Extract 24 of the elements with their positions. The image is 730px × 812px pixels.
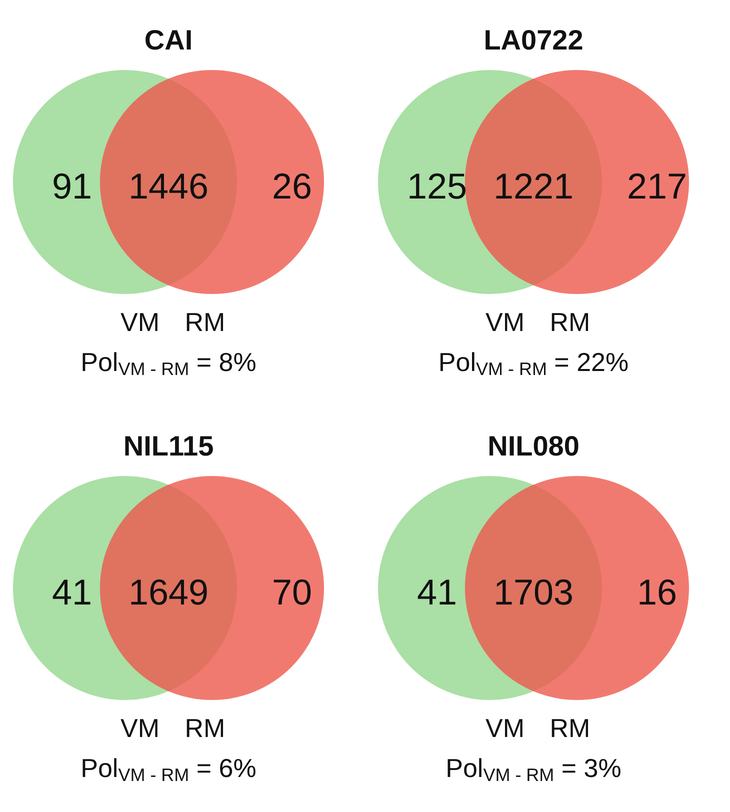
data-label: 16 [636,572,678,612]
data-label: 41 [52,572,92,612]
text: RM [550,713,590,743]
data-label: 91 [52,166,92,206]
text: VM [486,713,524,743]
text: NIL115 [123,430,214,462]
text: VM [120,713,160,743]
data-label: 70 [272,572,312,612]
data-label: 1703 [493,572,574,612]
text: CAI [144,24,193,56]
data-label: 26 [272,166,312,206]
data-label: 1446 [128,166,209,206]
text: VM [120,307,160,337]
data-label: 217 [626,166,688,206]
text: NIL080 [488,430,580,462]
text: VM [486,307,524,337]
text: LA0722 [484,24,584,56]
data-label: 41 [416,572,458,612]
data-label: 1649 [128,572,209,612]
text: RM [550,307,590,337]
data-label: 1221 [493,166,574,206]
data-label: 125 [406,166,468,206]
text: RM [184,307,226,337]
text: RM [184,713,226,743]
